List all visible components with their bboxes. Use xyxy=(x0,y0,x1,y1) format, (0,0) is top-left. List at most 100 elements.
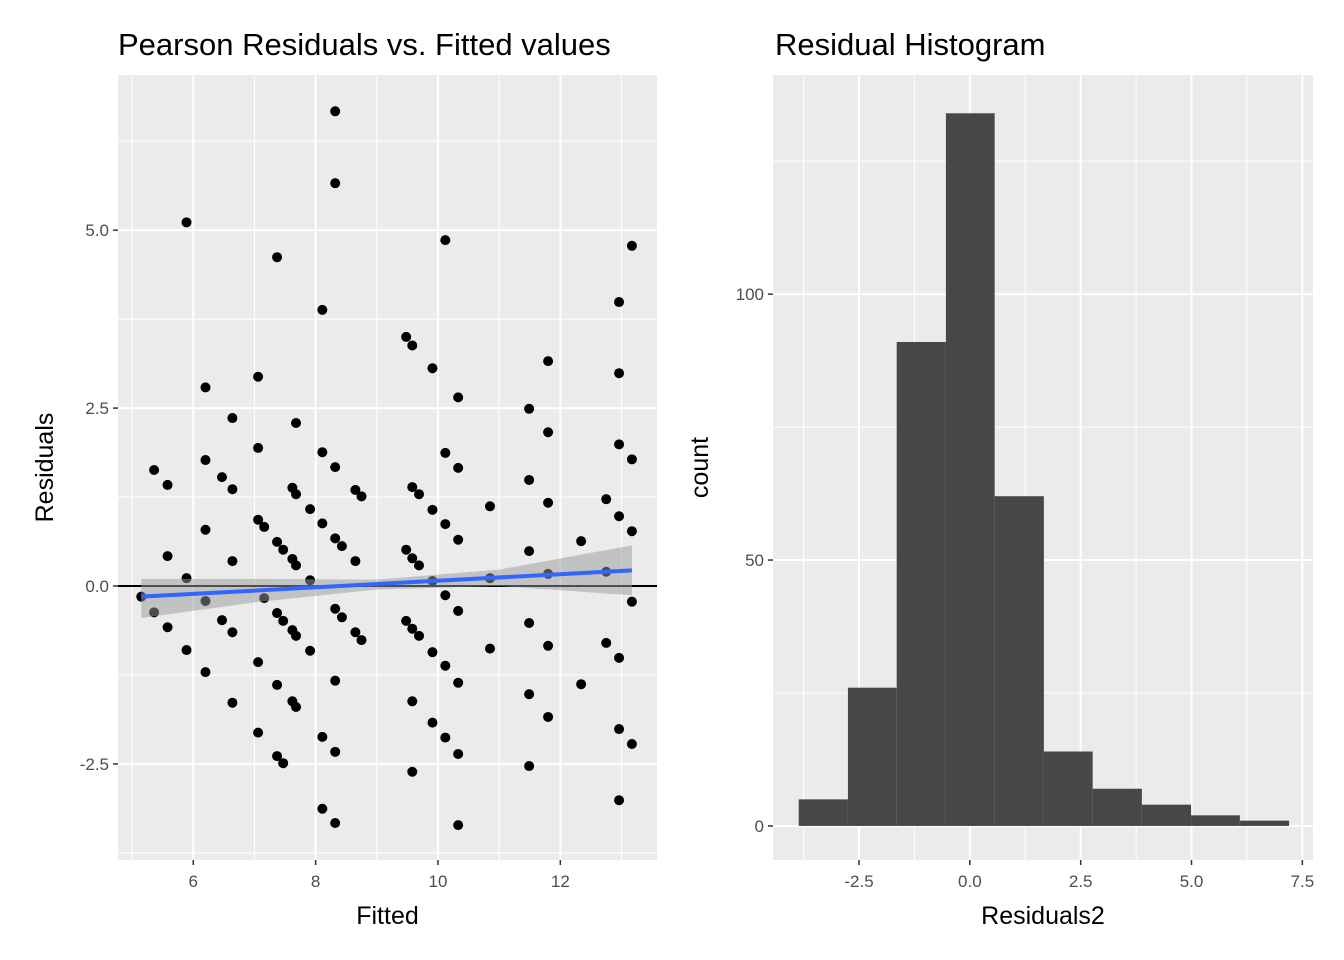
data-point xyxy=(272,608,283,619)
data-point xyxy=(350,556,361,567)
data-point xyxy=(407,766,418,777)
data-point xyxy=(576,679,587,690)
data-point xyxy=(330,106,341,117)
data-point xyxy=(162,551,173,562)
data-point xyxy=(543,497,554,508)
data-point xyxy=(272,679,283,690)
data-point xyxy=(356,635,367,646)
data-point xyxy=(356,491,367,502)
data-point xyxy=(317,304,328,315)
data-point xyxy=(272,751,283,762)
y-tick-label: 5.0 xyxy=(85,221,109,240)
data-point xyxy=(278,615,289,626)
x-tick-label: 0.0 xyxy=(958,872,982,891)
data-point xyxy=(543,711,554,722)
panel-background xyxy=(118,75,657,860)
y-tick-label: 0 xyxy=(755,817,764,836)
data-point xyxy=(614,724,625,735)
data-point xyxy=(330,533,341,544)
x-tick-label: 10 xyxy=(429,872,448,891)
data-point xyxy=(162,479,173,490)
data-point xyxy=(524,403,535,414)
histogram-bar xyxy=(847,687,897,826)
data-point xyxy=(401,331,412,342)
x-tick-label: 8 xyxy=(311,872,320,891)
data-point xyxy=(149,464,160,475)
data-point xyxy=(278,544,289,555)
data-point xyxy=(427,717,438,728)
x-tick-label: -2.5 xyxy=(844,872,873,891)
data-point xyxy=(524,546,535,557)
histogram-bar xyxy=(798,799,848,826)
data-point xyxy=(253,657,264,668)
data-point xyxy=(614,368,625,379)
data-point xyxy=(291,560,302,571)
data-point xyxy=(259,521,270,532)
data-point xyxy=(626,240,637,251)
data-point xyxy=(614,297,625,308)
data-point xyxy=(217,615,228,626)
data-point xyxy=(200,524,211,535)
x-axis-label: Residuals2 xyxy=(981,902,1105,930)
chart-title: Residual Histogram xyxy=(775,27,1046,62)
data-point xyxy=(440,235,451,246)
data-point xyxy=(336,612,347,623)
data-point xyxy=(350,484,361,495)
data-point xyxy=(453,392,464,403)
data-point xyxy=(200,667,211,678)
data-point xyxy=(453,677,464,688)
smooth-fit-line xyxy=(141,568,633,599)
data-point xyxy=(626,596,637,607)
x-tick-label: 7.5 xyxy=(1291,872,1315,891)
data-point xyxy=(272,252,283,263)
data-point xyxy=(253,514,264,525)
residuals-vs-fitted-panel: 6 8 10 12 -2.5 0.0 2.5 5.0 Pearson Residuals vs.… xyxy=(31,27,657,930)
data-point xyxy=(427,647,438,658)
data-point xyxy=(272,536,283,547)
x-axis-label: Fitted xyxy=(356,902,419,930)
data-point xyxy=(317,518,328,529)
data-point xyxy=(440,519,451,530)
data-point xyxy=(407,340,418,351)
data-point xyxy=(524,689,535,700)
data-point xyxy=(626,526,637,537)
data-point xyxy=(543,356,554,367)
x-tick-label: 6 xyxy=(189,872,198,891)
data-point xyxy=(253,371,264,382)
data-point xyxy=(440,447,451,458)
data-point xyxy=(414,630,425,641)
data-point xyxy=(291,418,302,429)
data-point xyxy=(407,553,418,564)
data-point xyxy=(200,382,211,393)
data-point xyxy=(626,738,637,749)
histogram-bar xyxy=(1092,788,1142,826)
data-point xyxy=(524,474,535,485)
data-point xyxy=(330,462,341,473)
data-point xyxy=(453,748,464,759)
data-point xyxy=(330,603,341,614)
data-point xyxy=(227,413,238,424)
data-point xyxy=(181,217,192,228)
data-point xyxy=(440,590,451,601)
data-point xyxy=(330,817,341,828)
data-point xyxy=(427,363,438,374)
data-point xyxy=(330,178,341,189)
data-point xyxy=(414,560,425,571)
data-point xyxy=(291,489,302,500)
histogram-bar xyxy=(896,341,946,826)
x-tick-label: 2.5 xyxy=(1069,872,1093,891)
data-point xyxy=(217,472,228,483)
data-point xyxy=(407,623,418,634)
residual-histogram-panel: -2.5 0.0 2.5 5.0 7.5 0 50 100 Residual Histogram… xyxy=(686,27,1314,930)
chart-title: Pearson Residuals vs. Fitted values xyxy=(118,27,611,62)
histogram-bar xyxy=(1141,804,1192,826)
data-point xyxy=(614,652,625,663)
data-point xyxy=(484,501,495,512)
data-point xyxy=(524,761,535,772)
histogram-bar xyxy=(945,113,995,826)
data-point xyxy=(414,489,425,500)
histogram-bar xyxy=(1239,820,1290,826)
data-point xyxy=(181,645,192,656)
data-point xyxy=(317,731,328,742)
data-point xyxy=(305,645,316,656)
